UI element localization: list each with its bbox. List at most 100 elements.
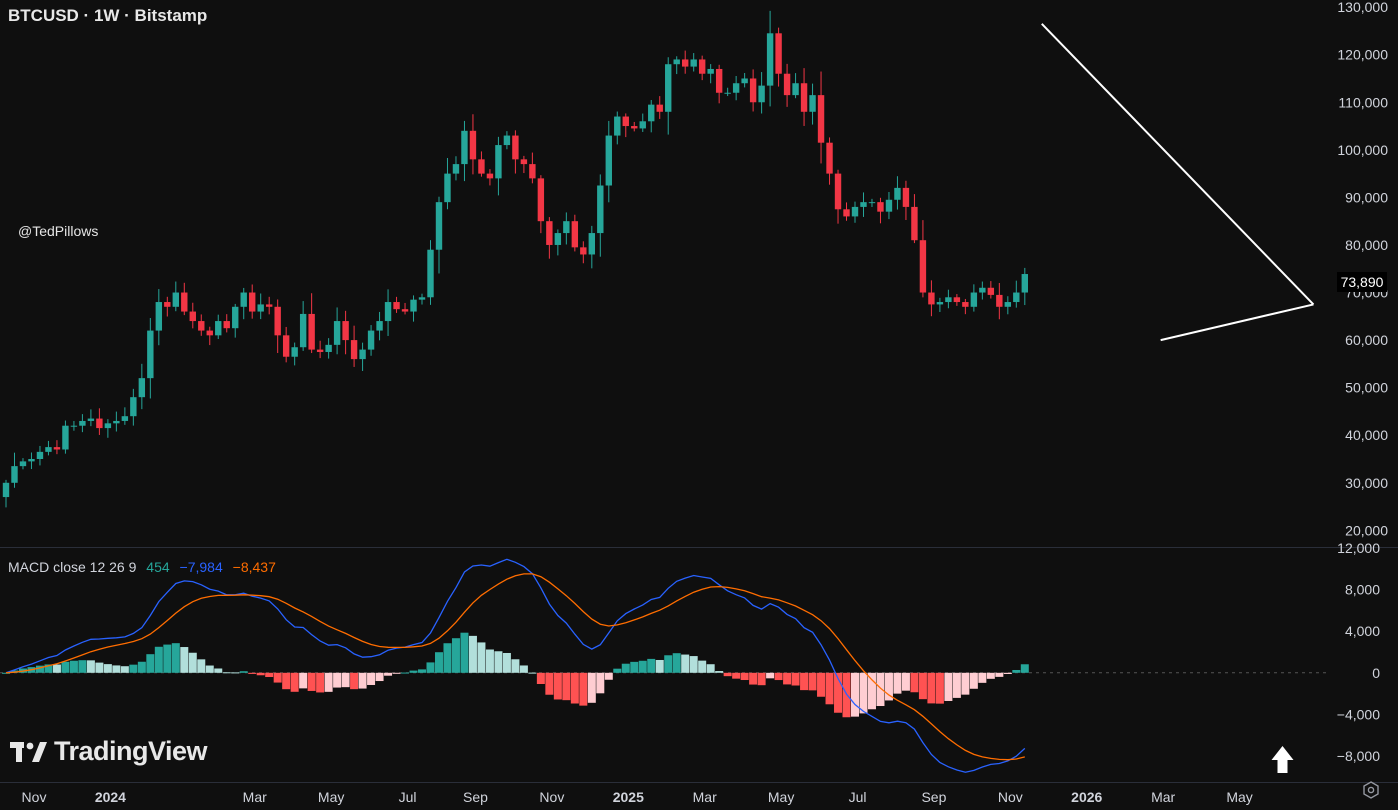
candle-bull [325, 344, 332, 352]
macd-histogram-bar [876, 672, 885, 707]
candle-bull [147, 330, 154, 379]
macd-histogram-bar [910, 672, 919, 693]
candle-bear [478, 159, 485, 174]
candle-bear [316, 349, 324, 352]
candle-bull [673, 59, 680, 65]
macd-histogram-bar [494, 651, 503, 673]
price-axis-label: 90,000 [1345, 189, 1388, 205]
time-axis-label: Mar [243, 789, 267, 805]
price-axis-label: 110,000 [1338, 94, 1388, 110]
macd-histogram-bar [197, 659, 206, 673]
candle-bear [826, 142, 833, 174]
price-axis-label: 80,000 [1345, 237, 1388, 253]
macd-histogram-bar [978, 672, 987, 683]
candle-bull [240, 292, 247, 307]
macd-histogram-bar [766, 672, 775, 679]
macd-histogram-value: 454 [146, 559, 170, 575]
macd-histogram-bar [214, 668, 223, 673]
macd-line [5, 558, 1026, 773]
candle-bull [970, 292, 978, 307]
candle-bear [962, 302, 969, 307]
macd-histogram-bar [901, 672, 910, 691]
tradingview-wordmark: TradingView [54, 736, 208, 766]
candle-bear [469, 130, 477, 160]
macd-histogram-bar [995, 672, 1004, 677]
price-axis-label: 50,000 [1345, 380, 1388, 396]
candle-bear [520, 159, 528, 165]
macd-histogram-bar [851, 672, 859, 717]
macd-histogram-bar [341, 672, 350, 688]
candle-bull [860, 202, 867, 207]
price-axis-label: 40,000 [1345, 427, 1388, 443]
candle-bear [189, 311, 196, 322]
candle-bear [996, 294, 1003, 307]
macd-histogram-bar [867, 672, 876, 710]
macd-histogram-bar [324, 672, 333, 692]
candle-bull [495, 145, 502, 179]
macd-histogram-bar [367, 672, 376, 685]
settings-icon[interactable] [1361, 780, 1381, 800]
candle-bull [554, 233, 562, 245]
macd-histogram-bar [808, 672, 817, 691]
macd-histogram-bar [112, 665, 121, 673]
candle-bull [452, 164, 460, 174]
macd-histogram-bar [137, 661, 146, 673]
candle-bull [427, 249, 434, 298]
macd-histogram-bar [299, 672, 308, 689]
candle-bull [1013, 292, 1020, 303]
lower-support-trendline [1160, 303, 1314, 342]
macd-signal-line [5, 573, 1025, 761]
macd-histogram-bar [409, 670, 418, 673]
candle-bear [911, 206, 918, 241]
candle-bear [580, 247, 587, 255]
macd-histogram-bar [519, 665, 528, 673]
candle-bull [894, 187, 901, 200]
macd-histogram-bar [740, 672, 749, 681]
tradingview-logo-icon [10, 741, 47, 762]
macd-label: MACD close 12 26 9 [8, 559, 137, 575]
candle-bull [28, 459, 35, 462]
macd-histogram-bar [918, 672, 927, 700]
candle-bear [512, 135, 519, 160]
candle-bull [945, 297, 952, 303]
macd-histogram-bar [944, 672, 953, 701]
candle-bull [19, 461, 27, 467]
macd-histogram-bar [570, 672, 579, 704]
macd-histogram-bar [154, 646, 163, 673]
candle-bear [953, 297, 961, 303]
macd-histogram-bar [681, 654, 690, 673]
tradingview-logo[interactable]: TradingView [10, 736, 208, 767]
macd-legend[interactable]: MACD close 12 26 9 454 −7,984 −8,437 [8, 559, 282, 575]
macd-histogram-bar [375, 672, 384, 682]
time-axis-label: Mar [1151, 789, 1175, 805]
macd-histogram-bar [638, 660, 647, 673]
candle-bull [758, 85, 765, 103]
time-axis-label: Sep [921, 789, 946, 805]
macd-histogram-bar [893, 672, 902, 694]
macd-histogram-bar [350, 672, 359, 690]
time-axis-label: Nov [998, 789, 1023, 805]
candle-bull [384, 302, 392, 322]
candle-bull [138, 378, 146, 398]
candle-bull [809, 95, 816, 112]
candle-bull [2, 482, 10, 498]
macd-histogram-bar [61, 661, 70, 673]
candle-bear [775, 33, 782, 74]
macd-histogram-bar [316, 672, 325, 693]
macd-line-value: −7,984 [179, 559, 223, 575]
macd-histogram-bar [647, 658, 656, 673]
macd-histogram-bar [239, 671, 248, 673]
candle-bear [877, 202, 884, 212]
candle-bear [622, 116, 629, 127]
macd-histogram-bar [307, 672, 316, 691]
macd-histogram-bar [536, 672, 545, 685]
candle-bull [690, 59, 697, 67]
candle-bull [597, 185, 604, 234]
candle-bull [62, 425, 69, 450]
macd-histogram-bar [146, 654, 155, 673]
candle-bear [537, 178, 545, 222]
candle-bear [249, 292, 256, 312]
macd-histogram-bar [791, 672, 800, 686]
candle-bull [979, 287, 986, 293]
